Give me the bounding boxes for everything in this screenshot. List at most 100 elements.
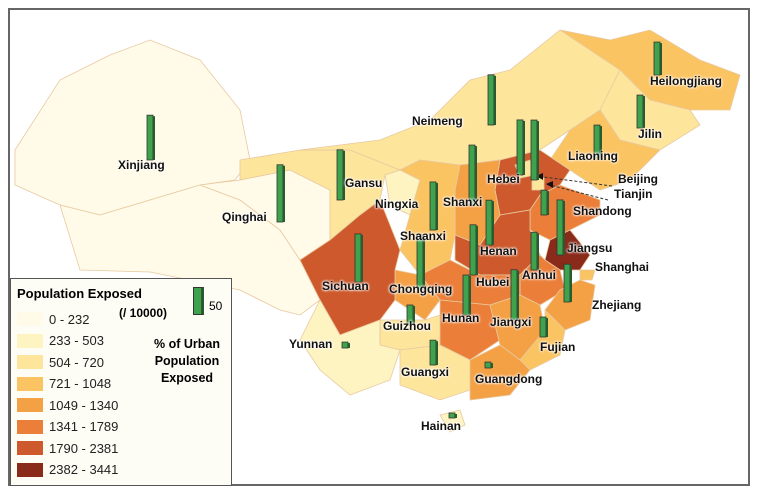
province-label: Zhejiang [592, 298, 642, 312]
legend-class: 1049 - 1340 [17, 397, 118, 413]
bar-guangdong [484, 361, 492, 369]
province-label: Hainan [421, 419, 462, 433]
province-label: Jiangxi [490, 315, 532, 329]
province-label: Shanxi [443, 195, 483, 209]
bar-side [423, 235, 425, 290]
bar-side [537, 233, 539, 270]
province-hainan [439, 409, 466, 433]
province-label: Shaanxi [400, 229, 447, 243]
province-label: Guangdong [475, 372, 543, 386]
legend-class: 504 - 720 [17, 354, 104, 370]
legend-class: 1341 - 1789 [17, 419, 118, 435]
province-label: Shandong [573, 204, 632, 218]
bar-guangxi [429, 339, 437, 366]
province-label: Jiangsu [567, 241, 613, 255]
province-guangdong [469, 344, 531, 401]
bar-anhui [510, 269, 518, 321]
province-label: Jilin [638, 127, 663, 141]
legend-swatch [17, 376, 43, 391]
legend-class: 233 - 503 [17, 333, 104, 349]
legend-bar-value: 50 [209, 299, 223, 313]
legend-class: 721 - 1048 [17, 376, 111, 392]
province-label: Liaoning [568, 149, 618, 163]
legend-range: 1341 - 1789 [49, 419, 119, 434]
bar-side [413, 306, 415, 325]
bar-side [475, 146, 477, 205]
province-label: Beijing [618, 172, 659, 186]
bar-hunan [462, 274, 470, 316]
province-label: Tianjin [614, 187, 653, 201]
bar-xinjiang [146, 114, 154, 161]
legend-class: 0 - 232 [17, 311, 89, 327]
bar-neimeng [487, 74, 495, 126]
bar-side [153, 116, 155, 160]
bar-side [537, 121, 539, 180]
bar-side [469, 276, 471, 315]
bar-qinghai [276, 164, 284, 223]
legend-unit: (/ 10000) [119, 306, 168, 320]
bar-side [343, 150, 345, 200]
bar-beijing [530, 119, 538, 181]
legend-swatch [17, 462, 43, 477]
province-label: Neimeng [412, 114, 463, 128]
province-label: Hubei [476, 275, 510, 289]
province-label: Henan [480, 244, 517, 258]
bar-side [361, 234, 363, 282]
bar-side [600, 126, 602, 158]
arrow-head-icon [546, 181, 553, 188]
bar-shanghai [563, 263, 571, 303]
province-label: Xinjiang [118, 158, 165, 172]
leader-line [545, 183, 609, 201]
legend-range: 2382 - 3441 [49, 462, 119, 477]
province-label: Chongqing [389, 282, 453, 296]
province-label: Anhui [522, 268, 556, 282]
bar-gansu [336, 149, 344, 201]
leader-line [535, 175, 613, 187]
bar-jilin [636, 94, 644, 129]
legend-swatch [17, 398, 43, 412]
bar-shaanxi [429, 181, 437, 231]
province-label: Gansu [345, 176, 383, 190]
legend-swatch [17, 312, 43, 326]
bar-side [283, 165, 285, 222]
province-label: Qinghai [222, 210, 267, 224]
legend-range: 1790 - 2381 [49, 440, 119, 456]
province-label: Heilongjiang [650, 74, 722, 88]
province-label: Fujian [540, 340, 576, 354]
bar-jiangsu [530, 231, 538, 271]
province-label: Yunnan [289, 337, 333, 351]
province-label: Sichuan [322, 279, 369, 293]
legend-class: 1790 - 2381 [17, 440, 118, 456]
legend-title: Population Exposed [17, 286, 142, 301]
bar-henan [485, 199, 493, 246]
legend-swatch [17, 419, 43, 434]
legend: Population Exposed (/ 10000) 50 % of Urb… [10, 278, 232, 486]
bar-hainan [448, 412, 456, 419]
bar-yunnan [341, 341, 349, 349]
legend-range: 1049 - 1340 [49, 397, 119, 413]
bar-sichuan [354, 233, 362, 283]
legend-range: 721 - 1048 [49, 376, 112, 391]
bar-side [494, 75, 496, 125]
bar-side [563, 200, 565, 255]
bar-tianjin [540, 189, 548, 216]
province-label: Shanghai [595, 260, 650, 274]
arrow-head-icon [536, 173, 543, 180]
bar-jiangxi [469, 224, 477, 276]
bar-side [436, 341, 438, 365]
bar-side [348, 343, 350, 348]
bar-side [476, 225, 478, 275]
legend-class: 2382 - 3441 [17, 462, 118, 478]
bar-side [517, 270, 519, 320]
legend-range: 233 - 503 [49, 333, 104, 348]
bar-side [436, 182, 438, 230]
province-label: Guizhou [383, 319, 431, 333]
legend-bar-symbol [193, 287, 204, 315]
bar-side [491, 363, 493, 368]
legend-range: 504 - 720 [49, 354, 104, 370]
bar-shandong [556, 199, 564, 256]
bar-fujian [539, 316, 547, 338]
legend-bar-label: % of Urban Population Exposed [154, 337, 220, 385]
bar-side [455, 414, 457, 418]
